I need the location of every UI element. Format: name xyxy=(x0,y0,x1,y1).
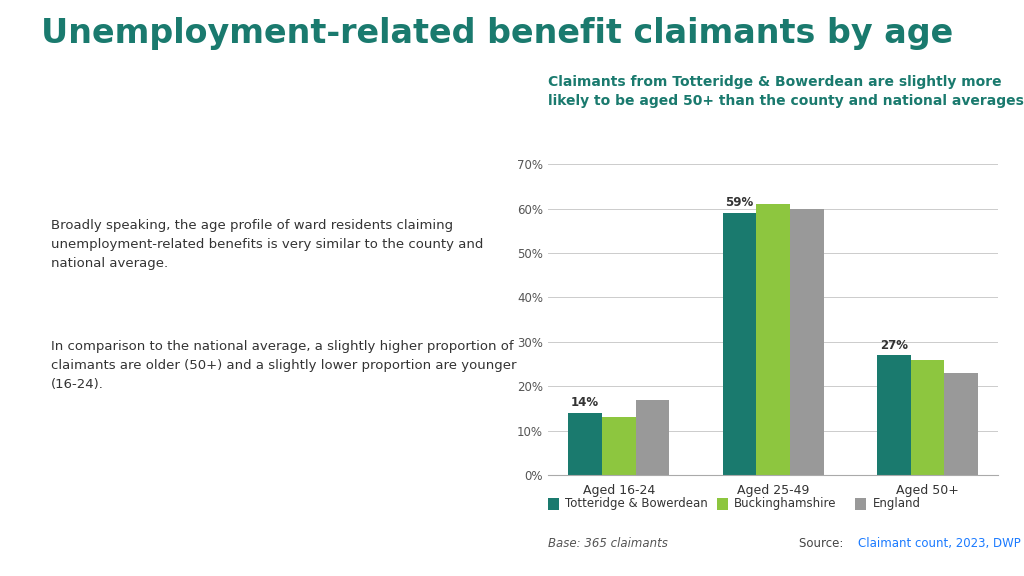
Text: 27%: 27% xyxy=(880,339,908,352)
Text: Totteridge & Bowerdean: Totteridge & Bowerdean xyxy=(565,498,708,510)
Text: In comparison to the national average, a slightly higher proportion of
claimants: In comparison to the national average, a… xyxy=(51,340,517,391)
Bar xyxy=(636,400,670,475)
Text: Claimant count, 2023, DWP: Claimant count, 2023, DWP xyxy=(858,537,1021,550)
Bar xyxy=(944,373,978,475)
Bar xyxy=(723,213,757,475)
Bar xyxy=(757,204,790,475)
Bar xyxy=(602,418,636,475)
Bar xyxy=(790,209,823,475)
Text: Broadly speaking, the age profile of ward residents claiming
unemployment-relate: Broadly speaking, the age profile of war… xyxy=(51,219,483,270)
Text: Source:: Source: xyxy=(799,537,847,550)
Text: Unemployment-related benefit claimants by age: Unemployment-related benefit claimants b… xyxy=(41,17,953,50)
Text: 59%: 59% xyxy=(725,196,754,210)
Bar xyxy=(568,413,602,475)
Bar xyxy=(910,359,944,475)
Bar xyxy=(877,355,910,475)
Text: England: England xyxy=(872,498,921,510)
Text: Claimants from Totteridge & Bowerdean are slightly more
likely to be aged 50+ th: Claimants from Totteridge & Bowerdean ar… xyxy=(548,75,1024,108)
Text: Base: 365 claimants: Base: 365 claimants xyxy=(548,537,668,550)
Text: 14%: 14% xyxy=(571,396,599,410)
Text: Buckinghamshire: Buckinghamshire xyxy=(734,498,837,510)
